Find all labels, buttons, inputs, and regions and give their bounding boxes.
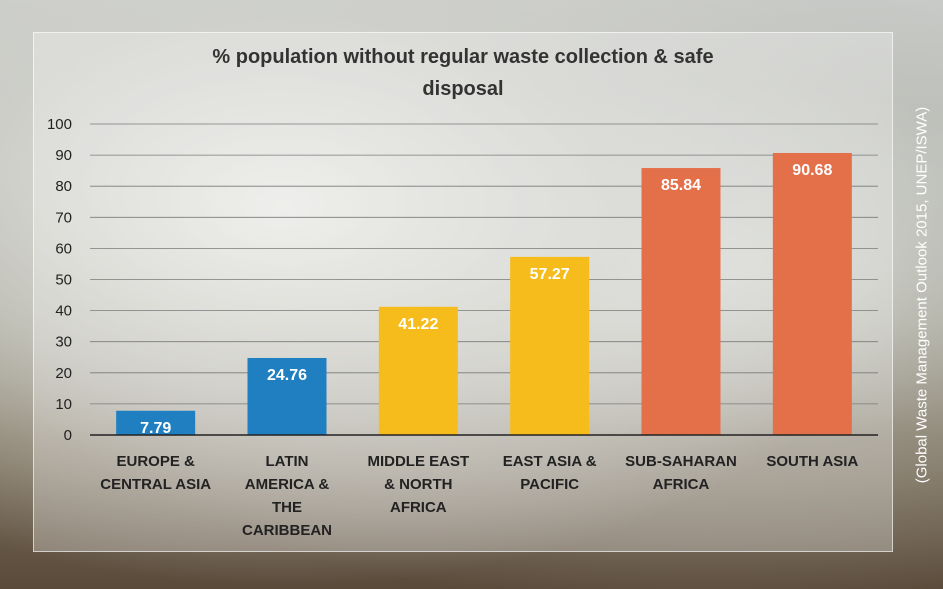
data-label: 85.84	[661, 177, 701, 194]
y-axis-ticks: 0 10 20 30 40 50 60 70 80 90 100	[47, 116, 72, 444]
category-label: SOUTH ASIA	[766, 453, 858, 470]
y-tick-label: 50	[55, 272, 72, 289]
gridlines	[90, 123, 878, 405]
category-label: EAST ASIA &	[503, 453, 597, 470]
chart-panel	[33, 32, 893, 552]
source-note: (Global Waste Management Outlook 2015, U…	[913, 106, 931, 484]
bar	[641, 168, 721, 435]
bar	[116, 410, 196, 435]
category-label: THE	[272, 499, 302, 516]
y-tick-label: 60	[55, 240, 72, 257]
y-tick-label: 90	[55, 147, 72, 164]
chart-title-line-2: disposal	[422, 78, 504, 100]
y-tick-label: 30	[55, 334, 72, 351]
category-label: PACIFIC	[520, 476, 579, 493]
data-labels: 7.79 24.76 41.22 57.27 85.84 90.68	[140, 162, 832, 437]
data-label: 7.79	[140, 420, 171, 437]
data-label: 57.27	[530, 266, 570, 283]
bar	[510, 256, 590, 435]
category-label: AFRICA	[653, 476, 710, 493]
category-label: & NORTH	[384, 476, 452, 493]
data-label: 90.68	[792, 162, 832, 179]
y-tick-label: 70	[55, 209, 72, 226]
bar	[378, 306, 458, 435]
y-tick-label: 0	[64, 427, 72, 444]
bars	[116, 152, 852, 435]
y-tick-label: 20	[55, 365, 72, 382]
y-tick-label: 80	[55, 178, 72, 195]
category-labels: EUROPE & CENTRAL ASIA LATIN AMERICA & THE CAR…	[100, 453, 858, 539]
category-label: AMERICA &	[245, 476, 330, 493]
category-label: CARIBBEAN	[242, 522, 332, 539]
chart-title-line-1: % population without regular waste colle…	[212, 46, 714, 68]
y-tick-label: 40	[55, 303, 72, 320]
data-label: 24.76	[267, 367, 307, 384]
category-label: MIDDLE EAST	[367, 453, 469, 470]
y-tick-label: 10	[55, 396, 72, 413]
category-label: CENTRAL ASIA	[100, 476, 211, 493]
bar	[772, 152, 852, 435]
category-label: SUB-SAHARAN	[625, 453, 737, 470]
data-label: 41.22	[398, 316, 438, 333]
category-label: LATIN	[265, 453, 308, 470]
category-label: AFRICA	[390, 499, 447, 516]
y-tick-label: 100	[47, 116, 72, 133]
bar	[247, 357, 327, 435]
category-label: EUROPE &	[116, 453, 195, 470]
